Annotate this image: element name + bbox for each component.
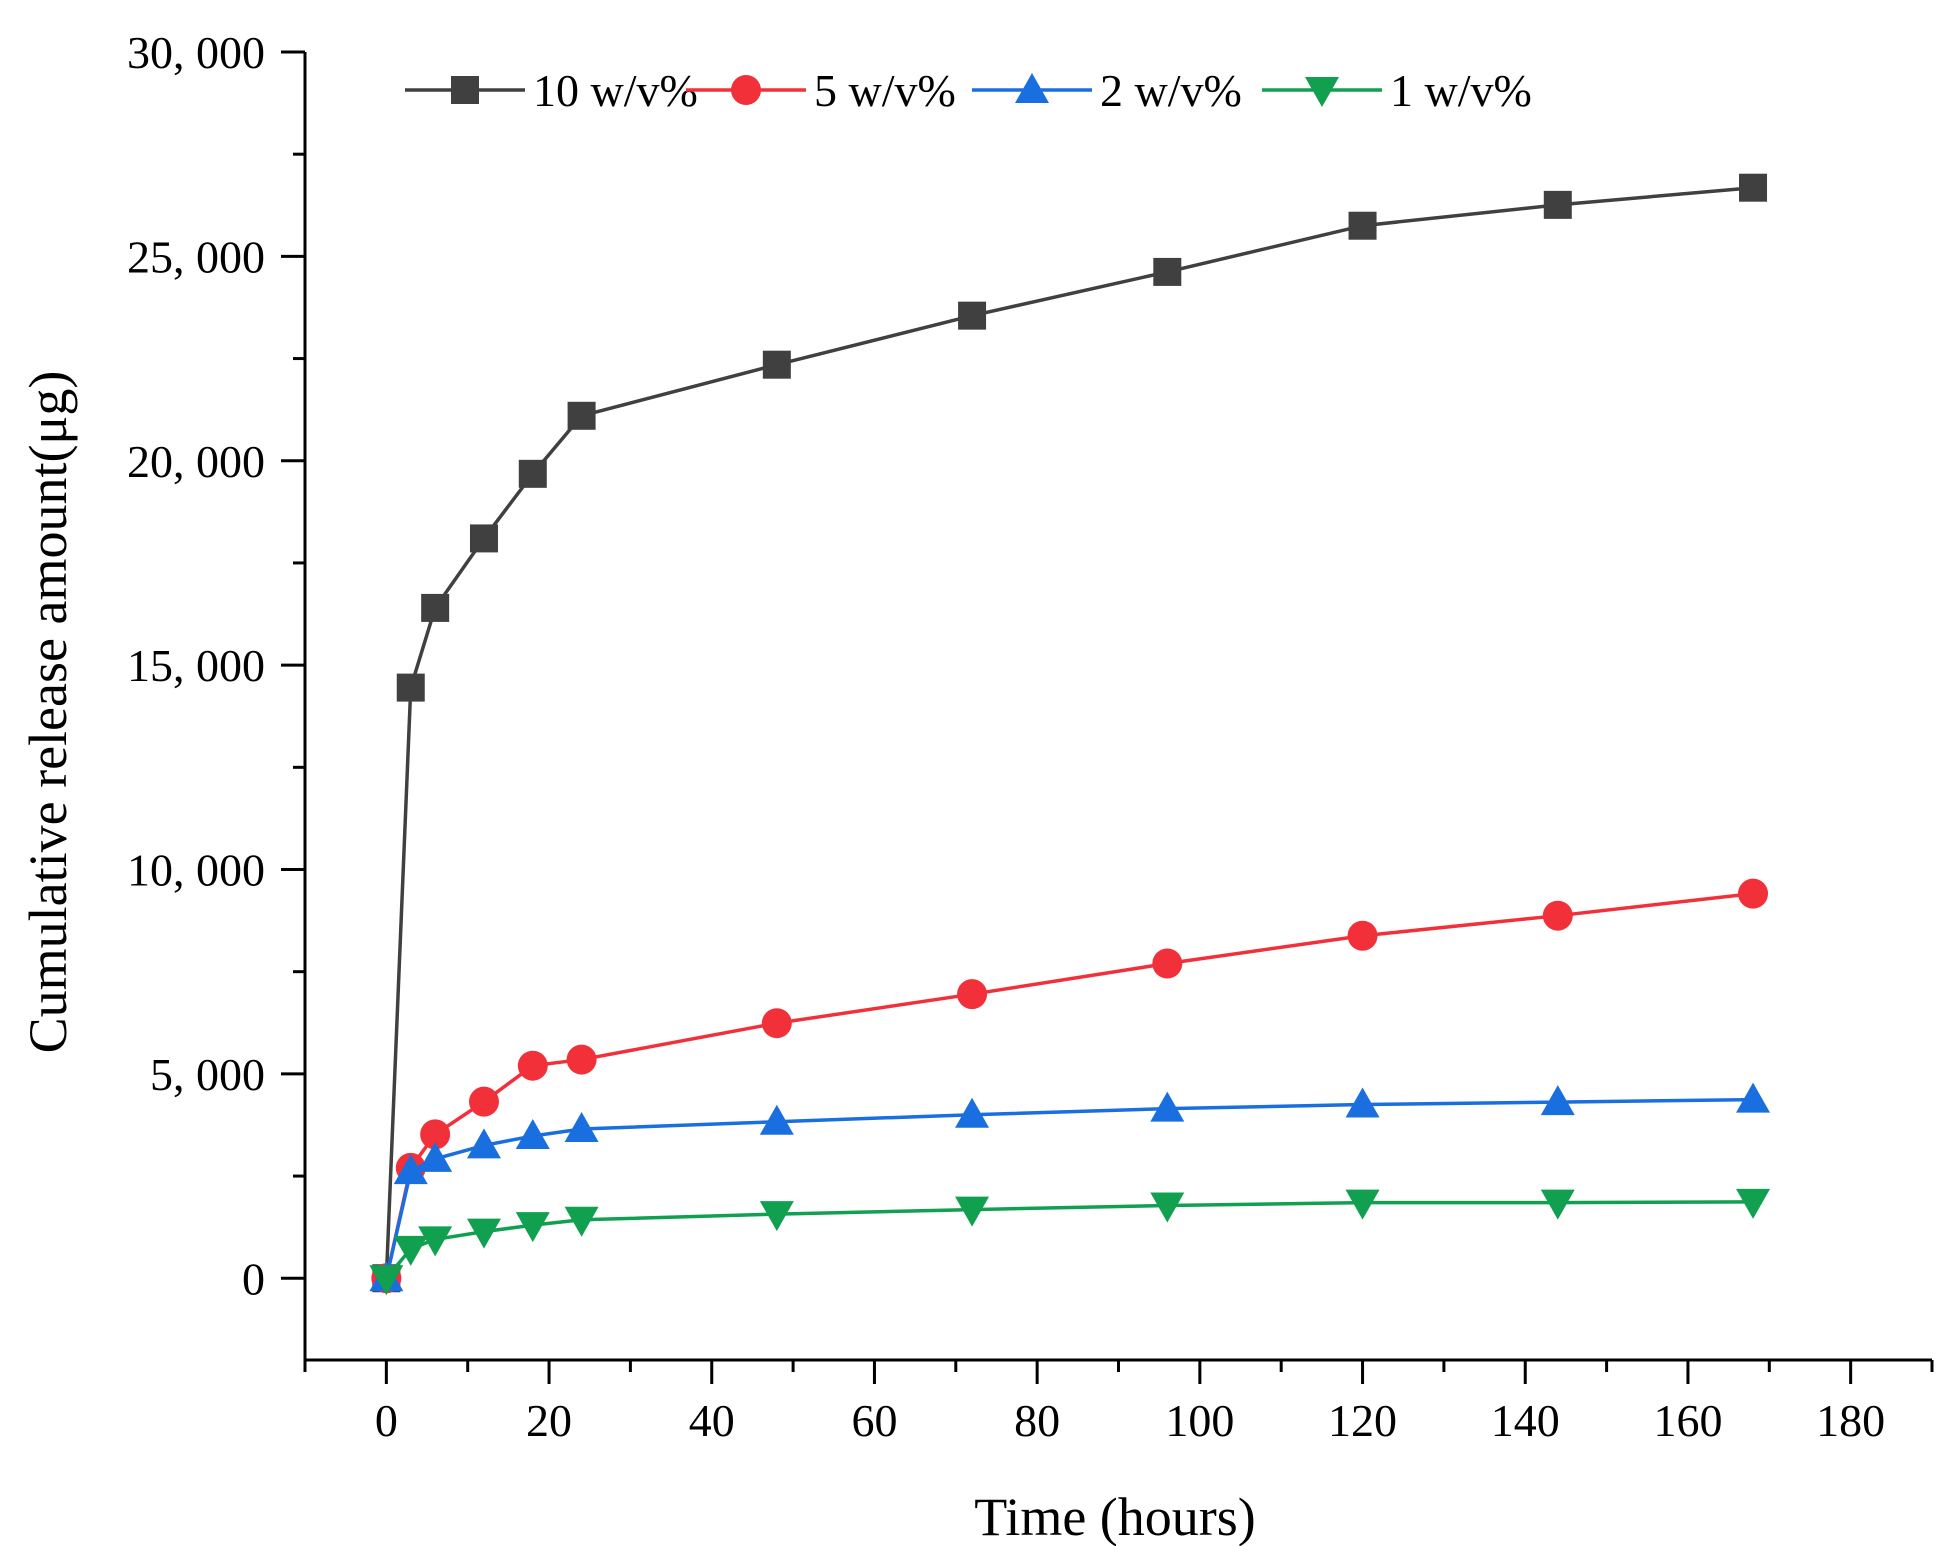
data-point — [418, 1226, 453, 1257]
data-point — [1345, 1189, 1380, 1220]
data-point — [1540, 1189, 1575, 1220]
data-point — [1347, 920, 1378, 951]
data-point — [421, 593, 450, 622]
data-point — [1738, 878, 1769, 909]
data-point — [468, 1086, 499, 1117]
x-tick-label: 40 — [689, 1395, 735, 1446]
legend-marker — [1305, 77, 1339, 107]
y-tick-label: 5, 000 — [150, 1049, 265, 1100]
x-tick-label: 0 — [375, 1395, 398, 1446]
series-3 — [369, 1082, 1771, 1292]
x-tick-label: 160 — [1653, 1395, 1722, 1446]
legend-entry: 5 w/v% — [686, 65, 956, 116]
data-point — [1150, 1192, 1185, 1223]
axes: 0 5, 000 10, 000 15, 000 20, 000 25, 000 30, 0… — [127, 27, 1934, 1446]
data-point — [564, 1206, 599, 1237]
data-point — [1540, 1085, 1575, 1116]
y-tick-label: 25, 000 — [127, 231, 265, 282]
data-point — [958, 301, 987, 330]
data-point — [566, 1044, 597, 1075]
data-point — [1348, 211, 1377, 240]
data-point — [517, 1050, 548, 1081]
data-point — [1736, 1082, 1771, 1113]
data-point — [1542, 900, 1573, 931]
x-tick-label: 140 — [1491, 1395, 1560, 1446]
x-tick-label: 120 — [1328, 1395, 1397, 1446]
data-point — [393, 1235, 428, 1266]
data-point — [957, 979, 988, 1010]
y-tick-label: 20, 000 — [127, 436, 265, 487]
x-tick-label: 80 — [1014, 1395, 1060, 1446]
data-point — [393, 1154, 428, 1185]
legend: 10 w/v% 5 w/v% 2 w/v% 1 w/v% — [405, 65, 1532, 116]
series-4 — [369, 1188, 1771, 1296]
data-point — [469, 524, 498, 553]
data-point — [396, 673, 425, 702]
y-axis-title: Cumulative release amount(μg) — [18, 371, 78, 1054]
data-point — [515, 1119, 550, 1150]
legend-label: 5 w/v% — [814, 65, 956, 116]
series-line — [384, 1097, 1754, 1279]
data-point — [466, 1128, 501, 1159]
data-point — [762, 350, 791, 379]
legend-entry: 1 w/v% — [1262, 65, 1532, 116]
data-point — [420, 1119, 451, 1150]
legend-entry: 2 w/v% — [972, 65, 1242, 116]
data-point — [955, 1097, 990, 1128]
y-tick-label: 15, 000 — [127, 640, 265, 691]
data-point — [1153, 257, 1182, 286]
data-point — [1345, 1087, 1380, 1118]
data-point — [1739, 173, 1768, 202]
series-layer — [369, 173, 1771, 1296]
data-point — [1736, 1188, 1771, 1219]
data-point — [369, 1265, 404, 1296]
data-point — [567, 401, 596, 430]
data-point — [761, 1008, 792, 1039]
data-point — [1543, 190, 1572, 219]
x-tick-label: 180 — [1816, 1395, 1885, 1446]
legend-label: 1 w/v% — [1390, 65, 1532, 116]
y-tick-label: 0 — [242, 1253, 265, 1304]
data-point — [955, 1196, 990, 1227]
data-point — [1150, 1091, 1185, 1122]
legend-label: 2 w/v% — [1100, 65, 1242, 116]
legend-marker — [1015, 73, 1049, 103]
data-point — [759, 1104, 794, 1135]
data-point — [418, 1141, 453, 1172]
data-point — [1152, 948, 1183, 979]
data-point — [759, 1201, 794, 1232]
legend-label: 10 w/v% — [533, 65, 698, 116]
data-point — [518, 459, 547, 488]
x-axis-title: Time (hours) — [974, 1487, 1256, 1546]
legend-entry: 10 w/v% — [405, 65, 698, 116]
data-point — [515, 1212, 550, 1243]
y-tick-label: 10, 000 — [127, 845, 265, 896]
data-point — [564, 1112, 599, 1143]
x-tick-label: 100 — [1165, 1395, 1234, 1446]
legend-marker — [731, 75, 761, 105]
x-tick-label: 20 — [526, 1395, 572, 1446]
y-tick-label: 30, 000 — [127, 27, 265, 78]
data-point — [466, 1218, 501, 1249]
legend-marker — [451, 76, 479, 104]
x-tick-label: 60 — [851, 1395, 897, 1446]
